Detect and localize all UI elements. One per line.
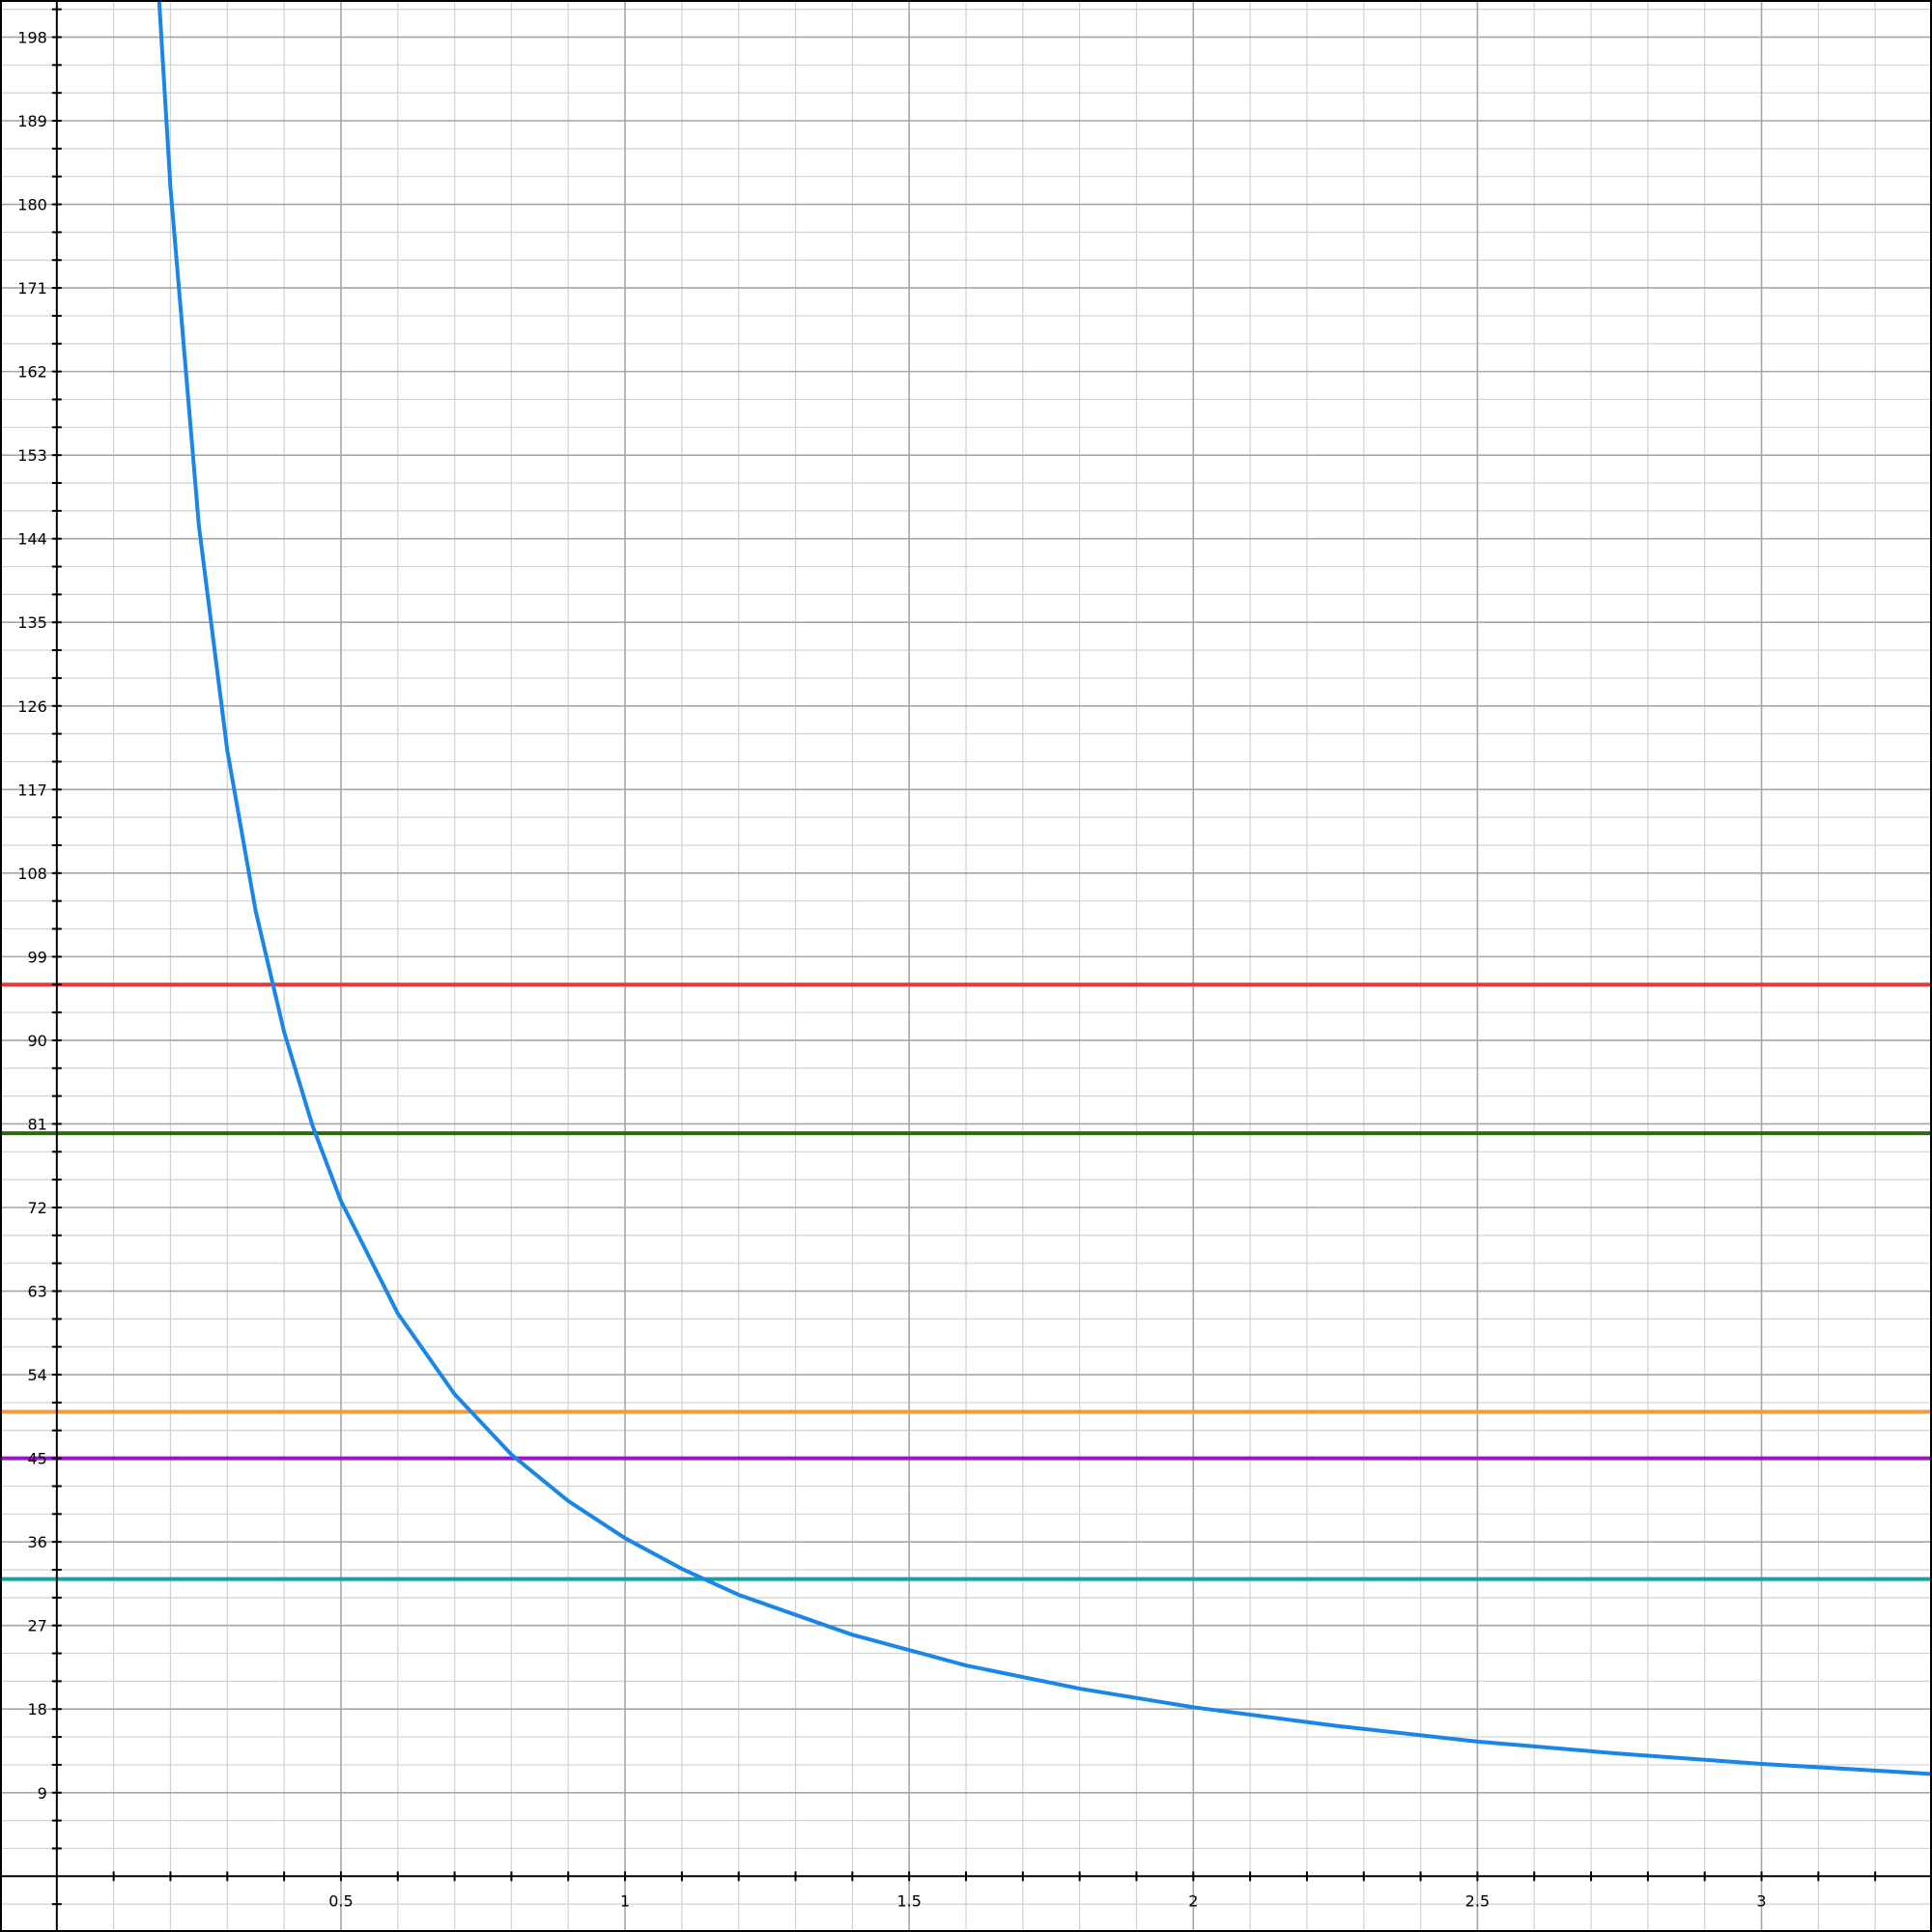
- x-tick-label: 0.5: [328, 1891, 353, 1910]
- y-tick-label: 45: [27, 1450, 46, 1468]
- y-tick-label: 144: [17, 530, 47, 549]
- x-tick-label: 1.5: [896, 1891, 921, 1910]
- x-tick-label: 2.5: [1465, 1891, 1490, 1910]
- y-tick-label: 54: [27, 1366, 46, 1384]
- x-tick-label: 1: [620, 1891, 630, 1910]
- y-tick-label: 72: [27, 1199, 46, 1217]
- y-tick-label: 189: [17, 112, 47, 130]
- y-tick-label: 9: [38, 1784, 47, 1803]
- curve-line: [156, 0, 1932, 1776]
- y-tick-label: 90: [27, 1032, 46, 1050]
- y-tick-label: 198: [17, 28, 47, 46]
- y-tick-label: 126: [17, 697, 47, 716]
- y-tick-label: 117: [17, 781, 47, 799]
- y-tick-label: 180: [17, 196, 47, 214]
- y-tick-label: 135: [17, 613, 47, 632]
- y-tick-label: 63: [27, 1283, 46, 1301]
- y-tick-label: 18: [27, 1700, 46, 1719]
- x-tick-label: 3: [1756, 1891, 1766, 1910]
- horizontal-lines: [0, 982, 1932, 1581]
- y-tick-label: 27: [27, 1617, 46, 1635]
- y-tick-label: 36: [27, 1533, 46, 1551]
- curve-layer: [156, 0, 1932, 1776]
- y-tick-label: 81: [27, 1115, 46, 1133]
- y-tick-label: 171: [17, 279, 47, 298]
- y-tick-label: 162: [17, 363, 47, 382]
- y-tick-label: 108: [17, 865, 47, 883]
- y-tick-label: 153: [17, 446, 47, 465]
- x-tick-label: 2: [1188, 1891, 1198, 1910]
- y-tick-label: 99: [27, 948, 46, 966]
- tick-labels: 0.5 1 1.5 2 2.5 3 9 18 27 36 45 54 63 72 81 90 99 108 117 1…: [17, 28, 1766, 1910]
